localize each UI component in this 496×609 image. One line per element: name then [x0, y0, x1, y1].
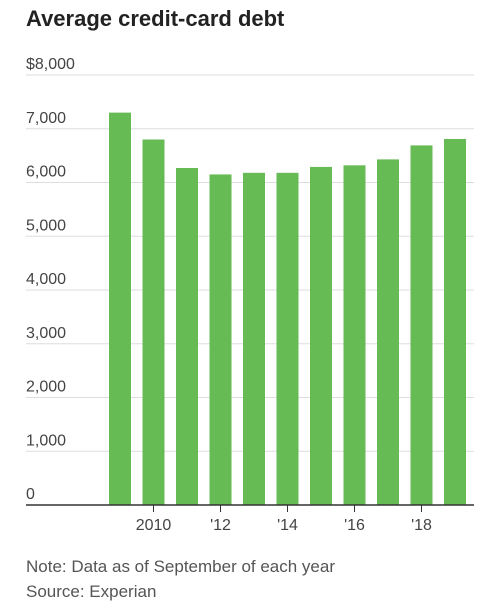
bar — [377, 159, 399, 505]
bar — [410, 145, 433, 505]
chart-title: Average credit-card debt — [26, 6, 285, 31]
bar — [176, 167, 198, 506]
x-axis-labels: 2010 '12 '14 '16 '18 — [136, 517, 432, 534]
chart-source: Source: Experian — [26, 582, 157, 601]
y-tick-label: 0 — [26, 486, 35, 503]
bar — [243, 172, 265, 505]
bar — [310, 166, 332, 505]
x-tick-label: '14 — [277, 517, 298, 534]
y-axis-labels: 0 1,000 2,000 3,000 4,000 5,000 6,000 7,000 $8,0… — [26, 56, 75, 503]
bar — [209, 174, 232, 505]
bar — [109, 112, 131, 505]
bar — [444, 138, 466, 505]
x-tick-label: '16 — [344, 517, 365, 534]
bar — [142, 139, 165, 505]
axes — [26, 504, 474, 512]
bar — [343, 165, 366, 506]
y-tick-label: 1,000 — [26, 432, 66, 449]
y-tick-label: 3,000 — [26, 325, 66, 342]
y-tick-label: 2,000 — [26, 379, 66, 396]
chart-note: Note: Data as of September of each year — [26, 557, 336, 576]
y-tick-label: $8,000 — [26, 56, 75, 73]
y-tick-label: 6,000 — [26, 164, 66, 181]
y-tick-label: 5,000 — [26, 217, 66, 234]
x-tick-label: '12 — [210, 517, 231, 534]
bars — [109, 112, 466, 506]
x-tick-label: '18 — [411, 517, 432, 534]
x-tick-label: 2010 — [136, 517, 172, 534]
y-tick-label: 7,000 — [26, 110, 66, 127]
bar — [276, 172, 299, 505]
y-tick-label: 4,000 — [26, 271, 66, 288]
